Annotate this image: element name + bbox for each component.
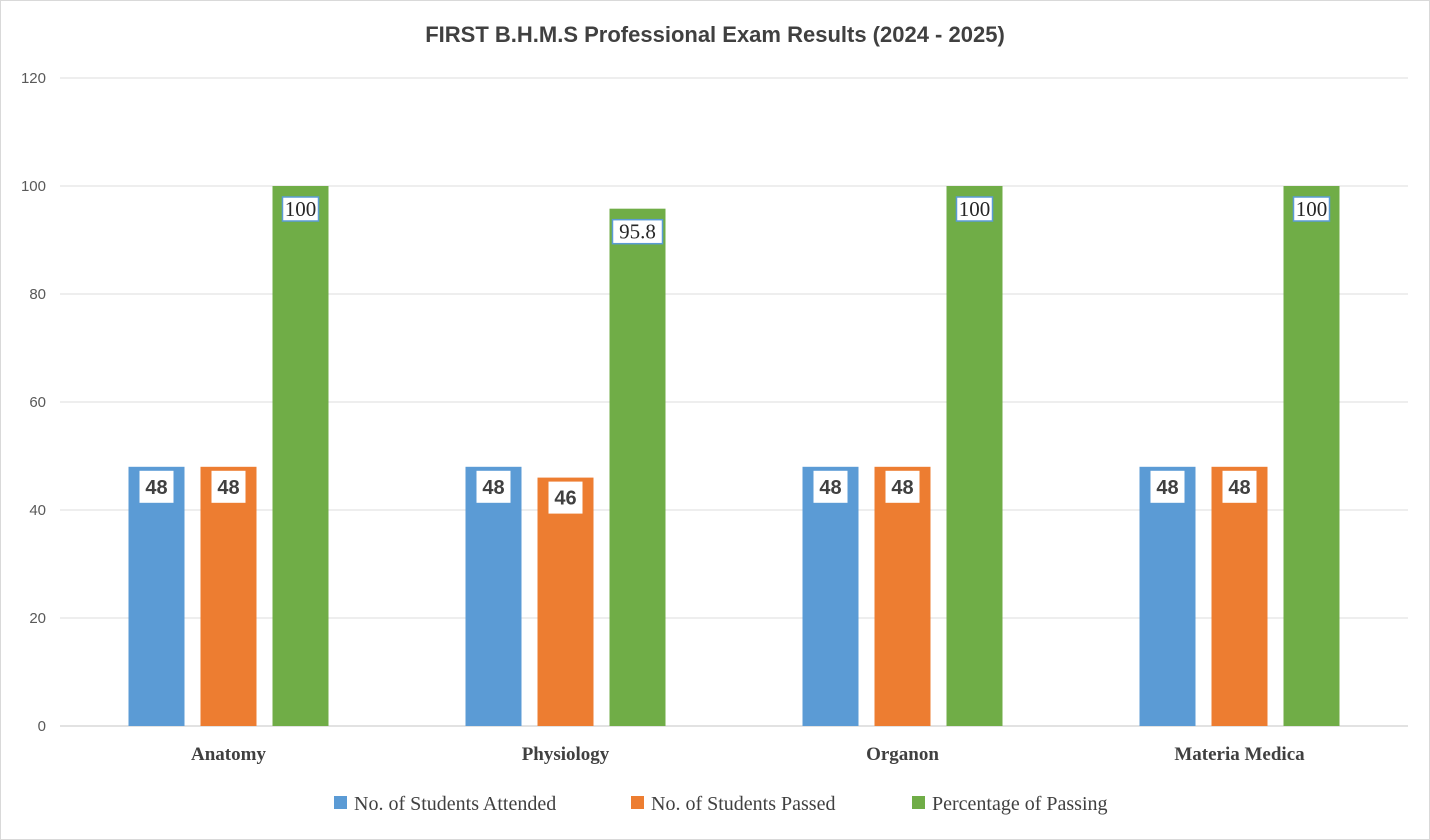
data-label-box: [813, 470, 848, 503]
x-category-label: Anatomy: [191, 744, 266, 765]
y-tick-label: 60: [29, 394, 46, 411]
y-tick-label: 40: [29, 502, 46, 519]
data-label: 100: [285, 197, 317, 221]
data-label-box: [476, 470, 511, 503]
bar: [874, 466, 931, 726]
data-label: 48: [1228, 477, 1250, 499]
data-label: 48: [482, 477, 504, 499]
y-tick-label: 120: [21, 70, 46, 87]
bar: [1211, 466, 1268, 726]
legend-label: No. of Students Passed: [651, 793, 835, 815]
bar: [802, 466, 859, 726]
bar: [272, 186, 329, 726]
bar: [128, 466, 185, 726]
data-label-box: [1150, 470, 1185, 503]
x-category-label: Physiology: [522, 744, 610, 765]
y-tick-label: 100: [21, 178, 46, 195]
data-label-box: [1292, 196, 1331, 222]
data-label-box: [139, 470, 174, 503]
data-label: 48: [217, 477, 239, 499]
data-label: 48: [891, 477, 913, 499]
bar: [200, 466, 257, 726]
data-label: 100: [1296, 197, 1328, 221]
data-label-box: [548, 481, 583, 514]
x-category-label: Materia Medica: [1174, 744, 1305, 765]
x-category-label: Organon: [866, 744, 939, 765]
bar: [946, 186, 1003, 726]
chart-title: FIRST B.H.M.S Professional Exam Results …: [425, 22, 1005, 47]
legend-label: No. of Students Attended: [354, 793, 556, 815]
data-label-box: [611, 218, 664, 245]
data-label: 95.8: [619, 220, 656, 244]
y-tick-label: 20: [29, 610, 46, 627]
data-label: 48: [145, 477, 167, 499]
data-label-box: [885, 470, 920, 503]
bar: [465, 466, 522, 726]
legend-label: Percentage of Passing: [932, 793, 1108, 815]
bar: [609, 208, 666, 726]
data-label: 48: [1156, 477, 1178, 499]
y-tick-label: 80: [29, 286, 46, 303]
bar: [1283, 186, 1340, 726]
data-label-box: [955, 196, 994, 222]
data-label: 46: [554, 488, 576, 510]
legend-swatch: [631, 796, 644, 809]
data-label: 100: [959, 197, 991, 221]
legend-swatch: [334, 796, 347, 809]
legend-swatch: [912, 796, 925, 809]
bar: [537, 477, 594, 726]
bar: [1139, 466, 1196, 726]
y-tick-label: 0: [38, 718, 46, 735]
data-label-box: [281, 196, 320, 222]
data-label-box: [211, 470, 246, 503]
data-label: 48: [819, 477, 841, 499]
data-label-box: [1222, 470, 1257, 503]
